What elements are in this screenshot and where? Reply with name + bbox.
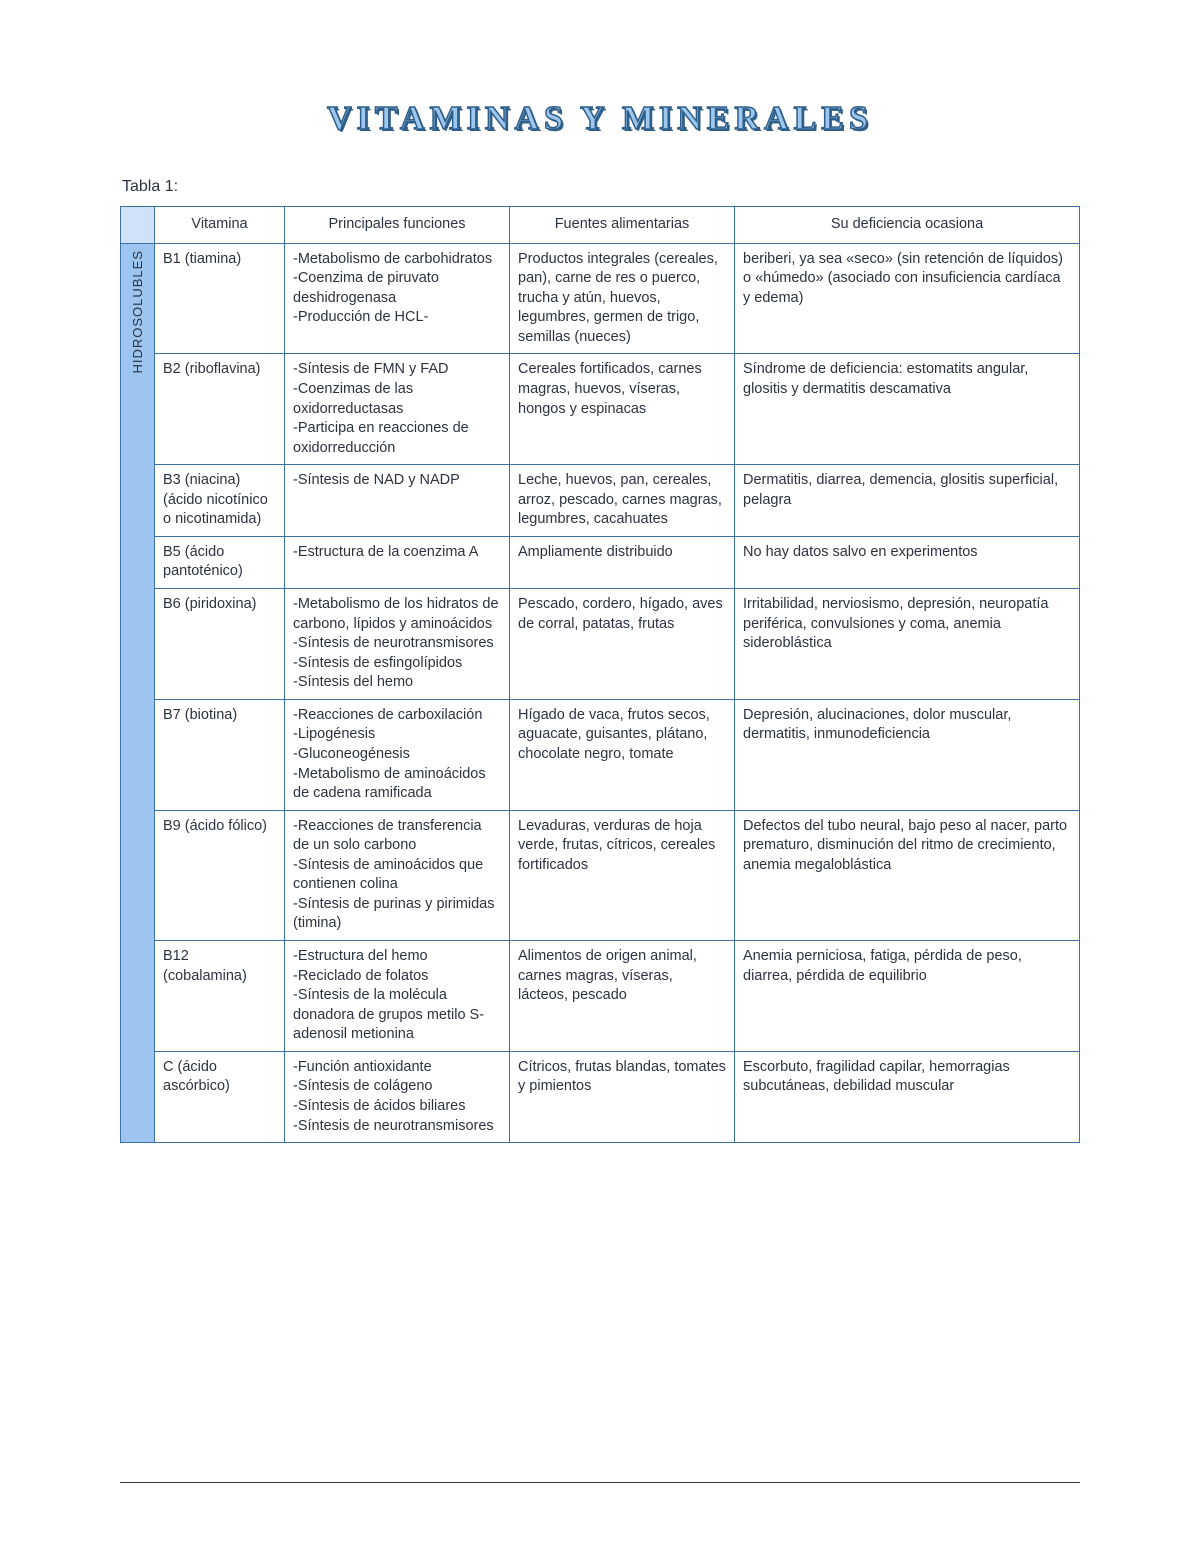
table-row: C (ácido ascórbico)-Función antioxidante…	[121, 1051, 1080, 1142]
cell-sources: Ampliamente distribuido	[510, 536, 735, 588]
function-line: -Gluconeogénesis	[293, 745, 501, 765]
row-group-hidrosolubles: HIDROSOLUBLES	[121, 243, 155, 1143]
table-body: HIDROSOLUBLESB1 (tiamina)-Metabolismo de…	[121, 243, 1080, 1143]
cell-functions: -Reacciones de transferencia de un solo …	[285, 810, 510, 940]
cell-vitamin: B2 (riboflavina)	[155, 354, 285, 465]
function-line: -Producción de HCL-	[293, 308, 501, 328]
function-line: -Síntesis de neurotransmisores	[293, 634, 501, 654]
cell-vitamin: B9 (ácido fólico)	[155, 810, 285, 940]
function-line: -Metabolismo de los hidratos de carbono,…	[293, 595, 501, 634]
table-caption: Tabla 1:	[122, 178, 1080, 196]
function-line: -Participa en reacciones de oxidorreducc…	[293, 419, 501, 458]
cell-deficiency: Dermatitis, diarrea, demencia, glositis …	[735, 465, 1080, 537]
function-line: -Metabolismo de carbohidratos	[293, 250, 501, 270]
cell-vitamin: B6 (piridoxina)	[155, 589, 285, 700]
function-line: -Reacciones de carboxilación	[293, 706, 501, 726]
cell-deficiency: beriberi, ya sea «seco» (sin retención d…	[735, 243, 1080, 354]
function-line: -Lipogénesis	[293, 725, 501, 745]
function-line: -Función antioxidante	[293, 1058, 501, 1078]
cell-sources: Alimentos de origen animal, carnes magra…	[510, 941, 735, 1052]
cell-deficiency: Irritabilidad, nerviosismo, depresión, n…	[735, 589, 1080, 700]
table-header-corner	[121, 207, 155, 244]
table-row: B12 (cobalamina)-Estructura del hemo-Rec…	[121, 941, 1080, 1052]
table-header-vitamin: Vitamina	[155, 207, 285, 244]
cell-deficiency: Síndrome de deficiencia: estomatits angu…	[735, 354, 1080, 465]
cell-functions: -Metabolismo de carbohidratos-Coenzima d…	[285, 243, 510, 354]
cell-functions: -Metabolismo de los hidratos de carbono,…	[285, 589, 510, 700]
cell-sources: Pescado, cordero, hígado, aves de corral…	[510, 589, 735, 700]
cell-sources: Leche, huevos, pan, cereales, arroz, pes…	[510, 465, 735, 537]
function-line: -Síntesis de ácidos biliares	[293, 1097, 501, 1117]
function-line: -Síntesis de colágeno	[293, 1077, 501, 1097]
page-title-text: VITAMINAS Y MINERALES	[327, 100, 873, 137]
function-line: -Síntesis de FMN y FAD	[293, 360, 501, 380]
function-line: -Reacciones de transferencia de un solo …	[293, 817, 501, 856]
table-header-deficiency: Su deficiencia ocasiona	[735, 207, 1080, 244]
function-line: -Estructura del hemo	[293, 947, 501, 967]
cell-functions: -Función antioxidante-Síntesis de coláge…	[285, 1051, 510, 1142]
cell-deficiency: Defectos del tubo neural, bajo peso al n…	[735, 810, 1080, 940]
table-row: B5 (ácido pantoténico) -Estructura de la …	[121, 536, 1080, 588]
function-line: -Síntesis de la molécula donadora de gru…	[293, 986, 501, 1045]
cell-functions: -Estructura de la coenzima A	[285, 536, 510, 588]
cell-vitamin: B7 (biotina)	[155, 699, 285, 810]
cell-deficiency: No hay datos salvo en experimentos	[735, 536, 1080, 588]
cell-sources: Hígado de vaca, frutos secos, aguacate, …	[510, 699, 735, 810]
cell-sources: Cítricos, frutas blandas, tomates y pimi…	[510, 1051, 735, 1142]
table-row: B7 (biotina)-Reacciones de carboxilación…	[121, 699, 1080, 810]
function-line: -Síntesis de esfingolípidos	[293, 654, 501, 674]
cell-vitamin: B3 (niacina) (ácido nicotínico o nicotin…	[155, 465, 285, 537]
function-line: -Reciclado de folatos	[293, 967, 501, 987]
function-line: -Coenzimas de las oxidorreductasas	[293, 380, 501, 419]
cell-deficiency: Anemia perniciosa, fatiga, pérdida de pe…	[735, 941, 1080, 1052]
function-line: -Síntesis de neurotransmisores	[293, 1117, 501, 1137]
footer-rule	[120, 1482, 1080, 1483]
cell-vitamin: B12 (cobalamina)	[155, 941, 285, 1052]
function-line: -Síntesis de purinas y pirimidas (timina…	[293, 895, 501, 934]
table-header-sources: Fuentes alimentarias	[510, 207, 735, 244]
table-row: B3 (niacina) (ácido nicotínico o nicotin…	[121, 465, 1080, 537]
table-row: B6 (piridoxina)-Metabolismo de los hidra…	[121, 589, 1080, 700]
cell-functions: -Síntesis de NAD y NADP	[285, 465, 510, 537]
cell-vitamin: B1 (tiamina)	[155, 243, 285, 354]
cell-sources: Productos integrales (cereales, pan), ca…	[510, 243, 735, 354]
function-line: -Síntesis del hemo	[293, 673, 501, 693]
cell-functions: -Estructura del hemo-Reciclado de folato…	[285, 941, 510, 1052]
function-line: -Estructura de la coenzima A	[293, 543, 501, 563]
cell-vitamin: B5 (ácido pantoténico)	[155, 536, 285, 588]
cell-deficiency: Depresión, alucinaciones, dolor muscular…	[735, 699, 1080, 810]
table-header-row: Vitamina Principales funciones Fuentes a…	[121, 207, 1080, 244]
function-line: -Metabolismo de aminoácidos de cadena ra…	[293, 765, 501, 804]
cell-sources: Levaduras, verduras de hoja verde, fruta…	[510, 810, 735, 940]
vitamins-table: Vitamina Principales funciones Fuentes a…	[120, 206, 1080, 1143]
function-line: -Síntesis de aminoácidos que contienen c…	[293, 856, 501, 895]
cell-deficiency: Escorbuto, fragilidad capilar, hemorragi…	[735, 1051, 1080, 1142]
table-row: B9 (ácido fólico)-Reacciones de transfer…	[121, 810, 1080, 940]
table-header-functions: Principales funciones	[285, 207, 510, 244]
row-group-label: HIDROSOLUBLES	[129, 250, 147, 374]
page-title: VITAMINAS Y MINERALES	[120, 100, 1080, 138]
cell-vitamin: C (ácido ascórbico)	[155, 1051, 285, 1142]
function-line: -Coenzima de piruvato deshidrogenasa	[293, 269, 501, 308]
table-row: B2 (riboflavina)-Síntesis de FMN y FAD-C…	[121, 354, 1080, 465]
table-row: HIDROSOLUBLESB1 (tiamina)-Metabolismo de…	[121, 243, 1080, 354]
cell-functions: -Síntesis de FMN y FAD-Coenzimas de las …	[285, 354, 510, 465]
cell-functions: -Reacciones de carboxilación-Lipogénesis…	[285, 699, 510, 810]
cell-sources: Cereales fortificados, carnes magras, hu…	[510, 354, 735, 465]
function-line: -Síntesis de NAD y NADP	[293, 471, 501, 491]
